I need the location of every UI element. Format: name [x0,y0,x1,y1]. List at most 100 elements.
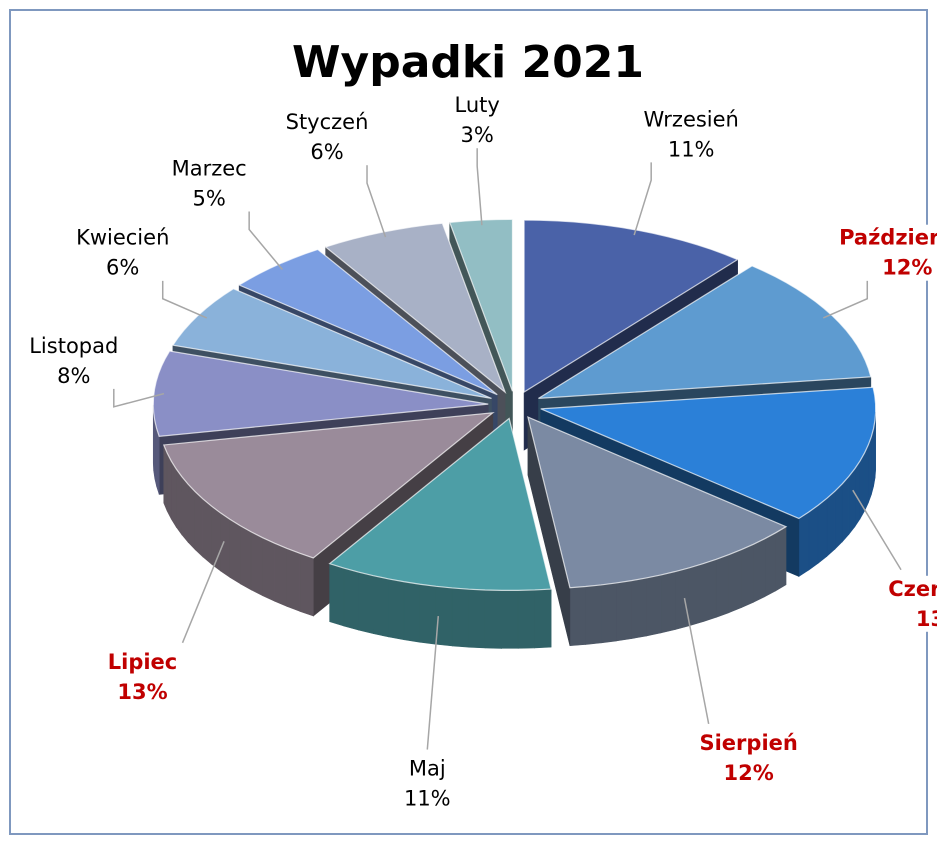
slice-side [202,498,212,565]
slice-side [741,543,754,609]
data-label-value: 11% [404,787,451,811]
leader-line [161,280,208,319]
slice-side [674,567,690,630]
slice-side [688,563,704,627]
data-label-value: 6% [310,140,343,164]
slice-top [162,411,495,559]
label-bg [845,224,937,281]
slice-side [156,428,160,495]
slice-side [299,552,314,617]
slice-side [616,580,632,642]
data-label-value: 11% [668,137,715,161]
label-bg [879,575,937,632]
slice-side [517,589,535,649]
slice-side [451,587,469,648]
slice-side [775,526,787,592]
slice-side [631,577,647,639]
slice-side [764,532,776,598]
label-bg [11,332,136,389]
slice-side [187,483,196,551]
slice-side [871,428,874,495]
slice-side [834,483,843,550]
pie-slice [328,417,552,649]
slice-top [538,265,872,399]
slice-top [171,288,492,399]
data-label-value: 6% [106,256,139,280]
leader-line [476,148,483,226]
data-label-name: Sierpień [699,731,797,755]
slice-top [527,416,788,589]
slice-side [373,575,389,638]
data-label-name: Kwiecień [76,226,169,250]
data-label-name: Maj [409,757,446,781]
slice-side [175,467,183,536]
slice-top [152,350,489,438]
slice-side [181,475,189,544]
label-bg [265,109,390,166]
slice-side [240,525,252,591]
slice-side [163,444,168,512]
slice-side [569,586,586,647]
slice-side [403,581,421,643]
slice-side [753,538,766,603]
slice-side [728,549,742,614]
slice-side [868,436,872,503]
slice-side [585,584,602,645]
data-label-name: Luty [455,93,500,117]
slice-side [250,531,263,597]
slice-side [841,475,850,543]
slice-side [660,571,676,634]
data-label-value: 12% [724,761,774,785]
slice-side [864,444,869,511]
pie-slice [527,416,788,647]
leader-line [683,597,710,725]
slice-side [229,518,241,585]
data-label-value: 3% [461,123,494,147]
data-label-value: 8% [57,364,90,388]
slice-side [274,542,288,607]
data-label-name: Listopad [29,334,118,358]
leader-line [852,489,902,571]
slice-side [388,578,405,641]
slice-side [468,588,486,649]
label-bg [686,729,811,786]
leader-line [113,388,165,408]
label-bg [60,224,185,281]
leader-line [822,280,869,319]
slice-side [286,548,301,612]
slice-side [817,497,828,564]
slice-top [328,417,552,591]
leader-line [633,162,652,236]
slice-side [484,589,502,649]
slice-side [501,590,519,649]
leader-line [366,165,387,238]
slice-side [171,459,177,528]
slice-side [702,558,717,623]
chart-title: Wypadki 2021 [292,37,644,88]
slice-side [358,571,374,635]
label-bg [629,106,754,163]
slice-top [237,248,498,396]
slice-side [329,563,345,627]
slice-side [343,567,359,631]
leader-line [426,615,440,750]
data-label-name: Lipiec [108,650,178,674]
data-label-name: Wrzesień [643,107,738,131]
slice-side [798,511,810,578]
slice-side [262,537,275,602]
data-label-value: 5% [192,186,225,210]
slice-side [419,583,437,645]
label-bg [147,155,272,212]
data-label-name: Styczeń [286,110,369,134]
slice-side [194,490,204,558]
slice-side [646,574,662,637]
slice-top [324,222,507,395]
data-label-value: 13% [916,607,937,631]
data-label-name: Październik [839,226,937,250]
slice-side [826,490,836,557]
data-label-name: Czerwiec [888,577,937,601]
data-label-name: Marzec [172,156,247,180]
slice-top [540,386,877,520]
data-label-value: 12% [882,256,932,280]
